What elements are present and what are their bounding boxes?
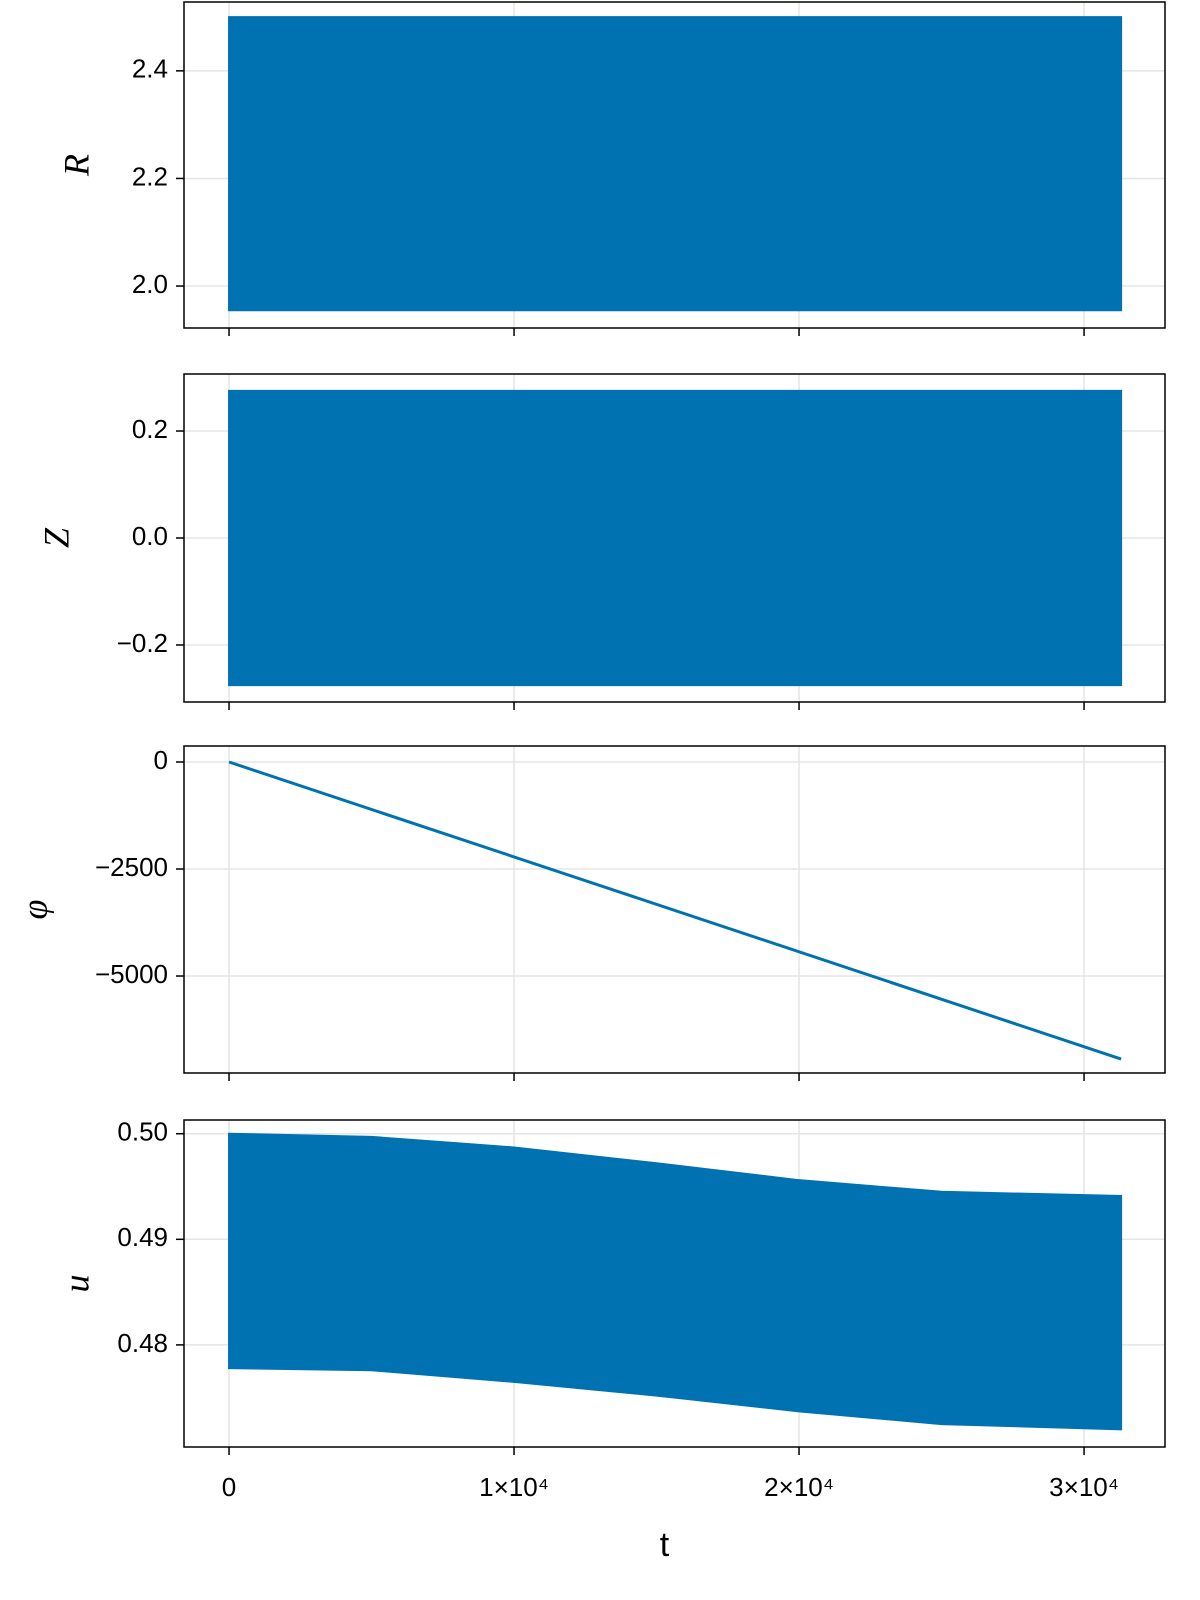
y-tick-label: 0.0 <box>132 521 168 551</box>
y-tick-label: −0.2 <box>117 628 168 658</box>
y-axis-label: u <box>56 1275 96 1293</box>
y-tick-label: 0.49 <box>117 1222 168 1252</box>
x-tick-label: 3×10⁴ <box>1049 1472 1119 1502</box>
plot-frame <box>183 1119 1166 1448</box>
y-tick-label: −2500 <box>95 852 168 882</box>
oscillation-band <box>228 1132 1123 1431</box>
y-axis-label: R <box>56 154 96 177</box>
x-tick-label: 2×10⁴ <box>764 1472 834 1502</box>
y-tick-label: 0.48 <box>117 1328 168 1358</box>
y-tick-label: 2.0 <box>132 269 168 299</box>
oscillation-band <box>228 389 1123 687</box>
line <box>228 760 1122 1061</box>
x-axis-label: t <box>660 1526 670 1564</box>
x-tick-label: 0 <box>222 1472 236 1502</box>
y-tick-label: 0.50 <box>117 1117 168 1147</box>
x-tick-label: 1×10⁴ <box>479 1472 549 1502</box>
y-tick-label: 2.4 <box>132 54 168 84</box>
y-tick-label: 0 <box>154 745 168 775</box>
y-tick-label: 0.2 <box>132 414 168 444</box>
y-axis-label: Z <box>36 527 76 548</box>
y-tick-label: 2.2 <box>132 161 168 191</box>
y-axis-label: φ <box>14 900 54 920</box>
y-tick-label: −5000 <box>95 959 168 989</box>
oscillation-band <box>228 16 1123 312</box>
plot-frame <box>183 1 1166 329</box>
plot-frame <box>183 373 1166 703</box>
plot-frame <box>183 745 1166 1074</box>
